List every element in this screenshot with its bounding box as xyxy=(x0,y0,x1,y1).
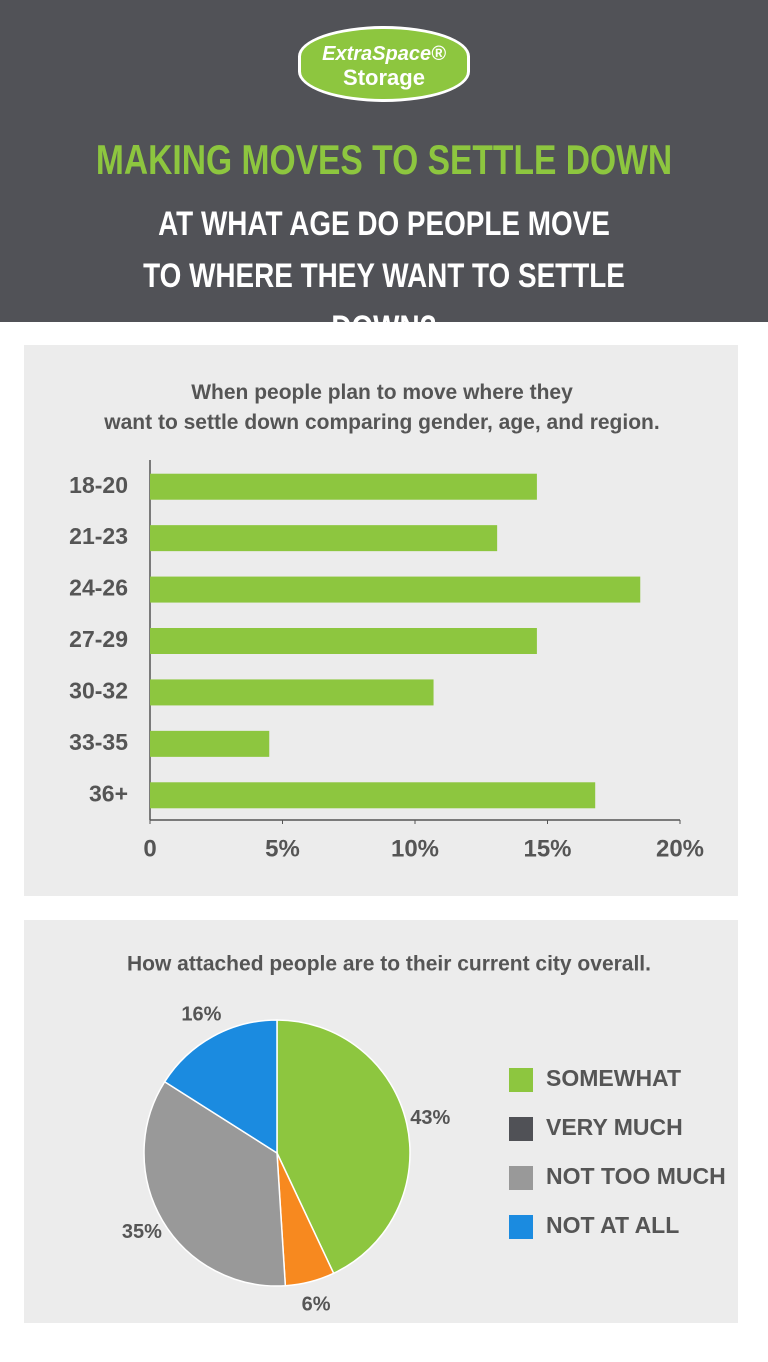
pie-slice xyxy=(143,1080,287,1287)
data-label: 35% xyxy=(122,1221,162,1243)
bar xyxy=(150,525,498,552)
logo: ExtraSpace® Storage xyxy=(298,26,470,102)
chart-title: When people plan to move where they want … xyxy=(103,381,659,434)
logo-text: ExtraSpace® xyxy=(322,43,446,65)
bar xyxy=(150,679,434,706)
y-tick-label: 36+ xyxy=(89,780,128,806)
bar xyxy=(150,730,270,757)
logo-text: Storage xyxy=(343,65,425,90)
data-label: 6% xyxy=(302,1293,331,1315)
legend-label: NOT AT ALL xyxy=(546,1212,679,1238)
y-tick-label: 21-23 xyxy=(69,523,128,549)
legend-swatch xyxy=(509,1117,533,1141)
x-tick-label: 20% xyxy=(656,835,704,862)
y-tick-label: 18-20 xyxy=(69,472,128,498)
bar xyxy=(150,782,596,809)
data-label: 43% xyxy=(410,1107,450,1129)
legend-swatch xyxy=(509,1068,533,1092)
header: ExtraSpace® Storage MAKING MOVES TO SETT… xyxy=(0,0,768,347)
legend-label: VERY MUCH xyxy=(546,1114,683,1140)
x-tick-label: 15% xyxy=(523,835,571,862)
subtitle: AT WHAT AGE DO PEOPLE MOVE TO WHERE THEY… xyxy=(143,205,625,347)
pie-slice xyxy=(163,1019,278,1155)
y-tick-label: 30-32 xyxy=(69,678,128,704)
x-tick-label: 5% xyxy=(265,835,300,862)
x-tick-label: 10% xyxy=(391,835,439,862)
bar xyxy=(150,473,537,500)
chart-title: How attached people are to their current… xyxy=(127,953,651,976)
pie-slice xyxy=(276,1019,411,1275)
title-line: want to settle down comparing gender, ag… xyxy=(103,411,659,434)
y-tick-label: 33-35 xyxy=(69,729,128,755)
data-label: 16% xyxy=(181,1004,221,1026)
legend-swatch xyxy=(509,1166,533,1190)
legend-label: SOMEWHAT xyxy=(546,1065,681,1091)
legend-label: NOT TOO MUCH xyxy=(546,1163,726,1189)
y-tick-label: 27-29 xyxy=(69,626,128,652)
x-tick-label: 0 xyxy=(143,835,156,862)
legend-swatch xyxy=(509,1215,533,1239)
title-line: When people plan to move where they xyxy=(191,381,573,404)
bar xyxy=(150,628,537,654)
y-tick-label: 24-26 xyxy=(69,575,128,601)
title: MAKING MOVES TO SETTLE DOWN xyxy=(95,136,673,183)
bar xyxy=(150,576,641,603)
